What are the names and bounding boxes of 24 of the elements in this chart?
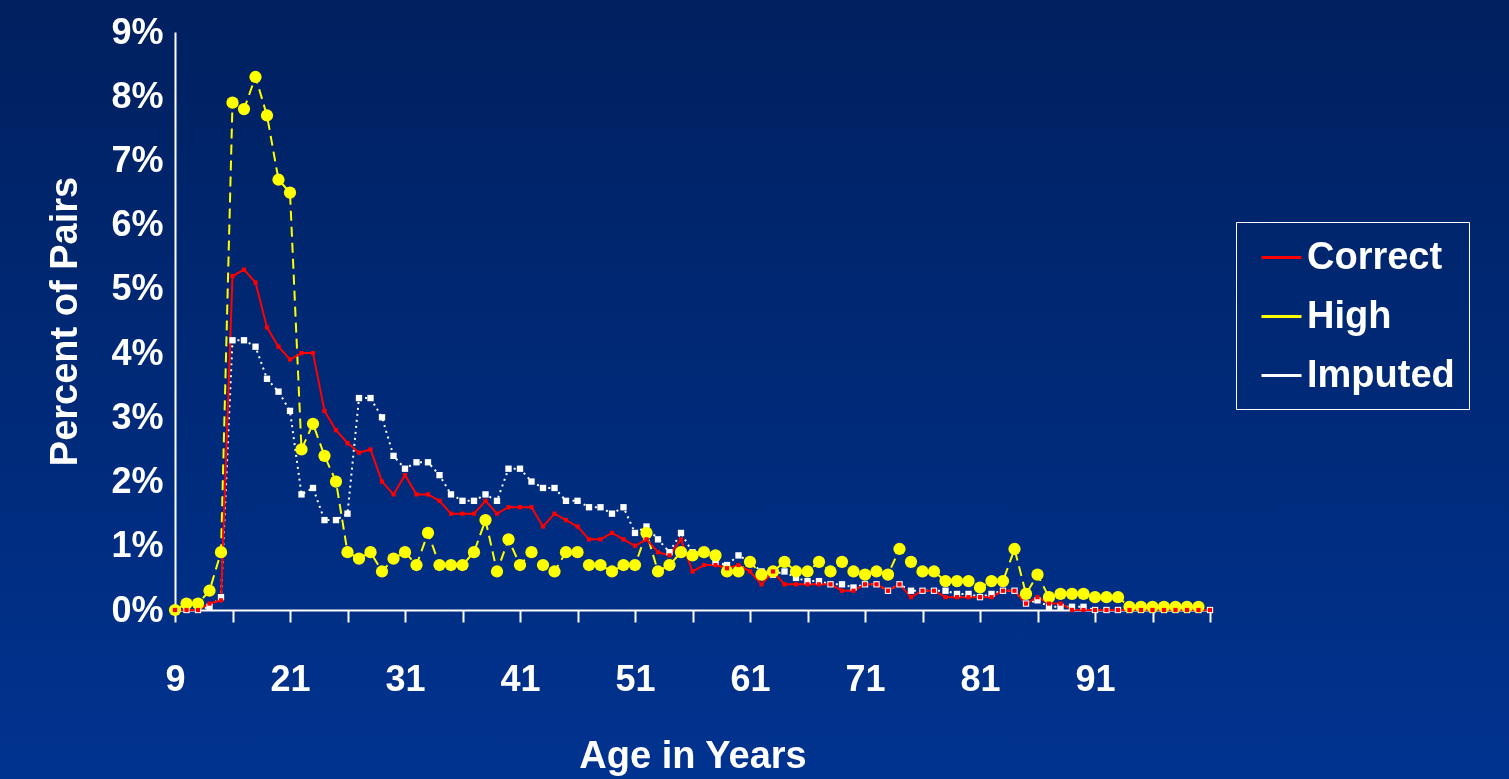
y-axis-title: Percent of Pairs <box>43 176 86 467</box>
legend-label: Correct <box>1307 234 1443 277</box>
y-tick-label: 9% <box>111 10 164 52</box>
x-tick-label: 71 <box>845 657 886 699</box>
y-tick-label: 0% <box>111 588 164 630</box>
legend-label: High <box>1307 293 1392 336</box>
y-tick-label: 8% <box>111 74 164 116</box>
x-tick-label: 91 <box>1075 657 1116 699</box>
x-tick-label: 31 <box>385 657 426 699</box>
y-tick-label: 1% <box>111 524 164 566</box>
x-tick-label: 61 <box>730 657 771 699</box>
x-tick-label: 81 <box>960 657 1001 699</box>
y-tick-label: 5% <box>111 267 164 309</box>
x-tick-label: 41 <box>500 657 541 699</box>
y-tick-label: 4% <box>111 331 164 373</box>
legend-label: Imputed <box>1307 352 1455 395</box>
y-tick-label: 3% <box>111 395 164 437</box>
x-tick-label: 21 <box>270 657 311 699</box>
y-tick-label: 2% <box>111 460 164 502</box>
x-tick-label: 9 <box>165 657 186 699</box>
x-tick-label: 51 <box>615 657 656 699</box>
y-tick-label: 6% <box>111 203 164 245</box>
y-tick-label: 7% <box>111 138 164 180</box>
x-axis-title: Age in Years <box>579 733 807 776</box>
